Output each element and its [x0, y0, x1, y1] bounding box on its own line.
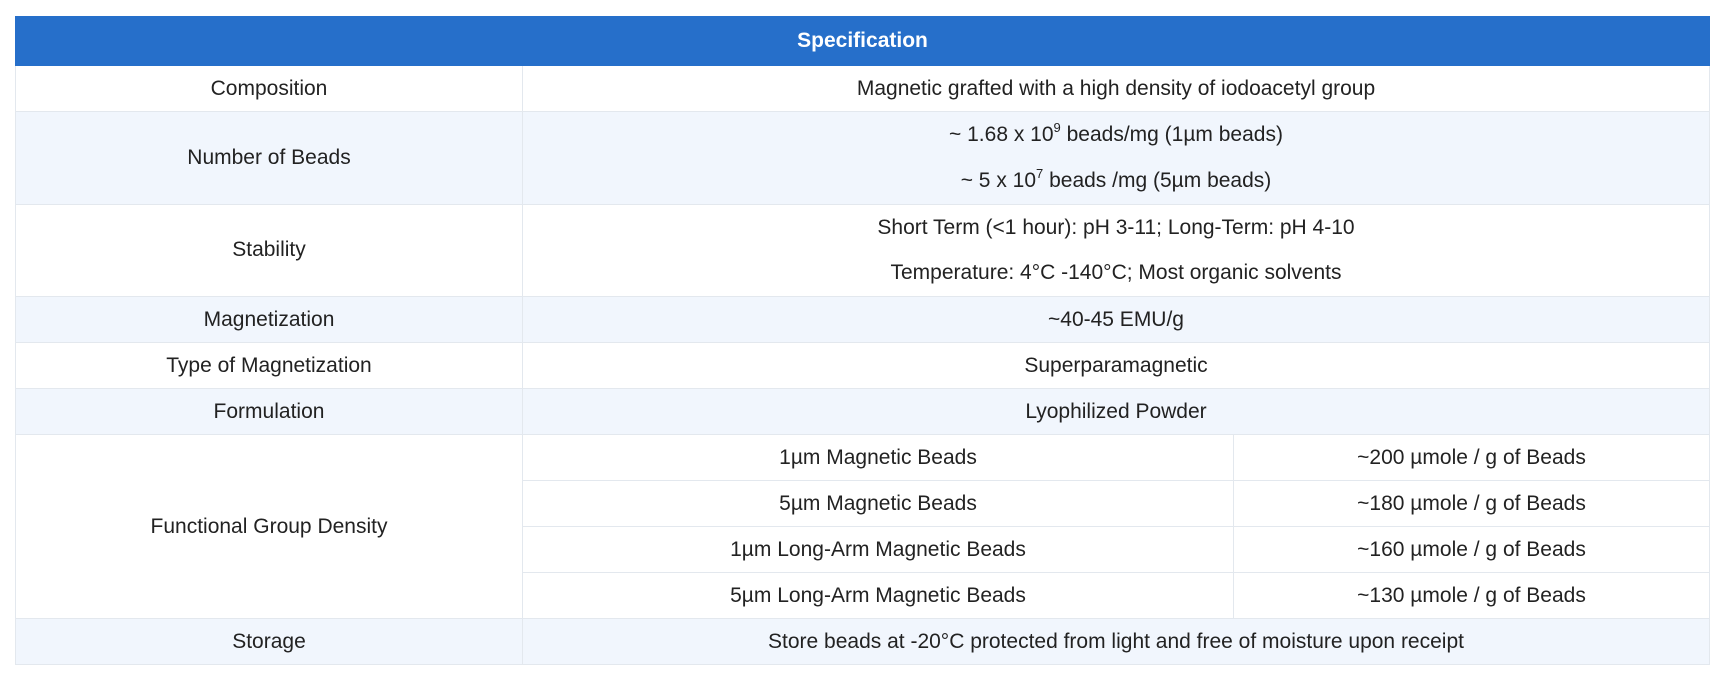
text: beads /mg (5µm beads): [1043, 168, 1272, 192]
row-label: Magnetization: [15, 296, 523, 344]
row: Type of Magnetization Superparamagnetic: [15, 342, 1711, 390]
row: Formulation Lyophilized Powder: [15, 388, 1711, 436]
bead-type: 5µm Long-Arm Magnetic Beads: [522, 572, 1234, 620]
header-row: Specification: [14, 16, 1711, 66]
row-label: Type of Magnetization: [15, 342, 523, 390]
row: Composition Magnetic grafted with a high…: [15, 65, 1711, 112]
text: ~ 5 x 10: [960, 168, 1037, 192]
value-line: ~ 1.68 x 109 beads/mg (1µm beads): [523, 112, 1709, 158]
row-value: Store beads at -20°C protected from ligh…: [521, 618, 1711, 666]
bead-type: 1µm Magnetic Beads: [522, 434, 1234, 482]
value-line: ~ 5 x 107 beads /mg (5µm beads): [523, 158, 1709, 204]
row: Storage Store beads at -20°C protected f…: [15, 618, 1711, 666]
density: ~200 µmole / g of Beads: [1232, 434, 1711, 482]
row-label: Stability: [15, 203, 523, 298]
row-value: Superparamagnetic: [521, 342, 1711, 390]
text: ~ 1.68 x 10: [949, 123, 1054, 146]
exponent: 9: [1053, 120, 1061, 135]
row: 1µm Long-Arm Magnetic Beads ~160 µmole /…: [16, 526, 1711, 574]
row: 5µm Magnetic Beads ~180 µmole / g of Bea…: [16, 480, 1711, 528]
value-line: Temperature: 4°C -140°C; Most organic so…: [890, 261, 1342, 285]
row-label: Number of Beads: [15, 111, 523, 205]
exponent: 7: [1036, 165, 1044, 181]
row: 5µm Long-Arm Magnetic Beads ~130 µmole /…: [16, 572, 1711, 620]
row-value: ~40-45 EMU/g: [521, 296, 1711, 344]
spec-table: Specification Composition Magnetic graft…: [14, 16, 1711, 666]
row: Number of Beads ~ 1.68 x 109 beads/mg (1…: [15, 111, 1711, 205]
row: Functional Group Density 1µm Magnetic Be…: [15, 434, 1711, 620]
row: Magnetization ~40-45 EMU/g: [15, 296, 1711, 344]
row-label: Functional Group Density: [15, 434, 523, 620]
text: beads/mg (1µm beads): [1060, 123, 1283, 146]
table-title: Specification: [14, 16, 1711, 66]
row-value: Magnetic grafted with a high density of …: [521, 65, 1711, 112]
bead-type: 1µm Long-Arm Magnetic Beads: [522, 526, 1234, 574]
row-label: Composition: [15, 65, 523, 112]
density: ~130 µmole / g of Beads: [1232, 572, 1711, 620]
row: Stability Short Term (<1 hour): pH 3-11;…: [15, 203, 1711, 298]
row-value: Lyophilized Powder: [521, 388, 1711, 436]
row-label: Formulation: [15, 388, 523, 436]
row-value: Short Term (<1 hour): pH 3-11; Long-Term…: [521, 203, 1711, 298]
value-line: Short Term (<1 hour): pH 3-11; Long-Term…: [877, 215, 1355, 239]
density: ~180 µmole / g of Beads: [1232, 480, 1711, 528]
row-label: Storage: [15, 618, 523, 666]
bead-type: 5µm Magnetic Beads: [522, 480, 1234, 528]
row-value: ~ 1.68 x 109 beads/mg (1µm beads) ~ 5 x …: [521, 111, 1711, 205]
density: ~160 µmole / g of Beads: [1232, 526, 1711, 574]
